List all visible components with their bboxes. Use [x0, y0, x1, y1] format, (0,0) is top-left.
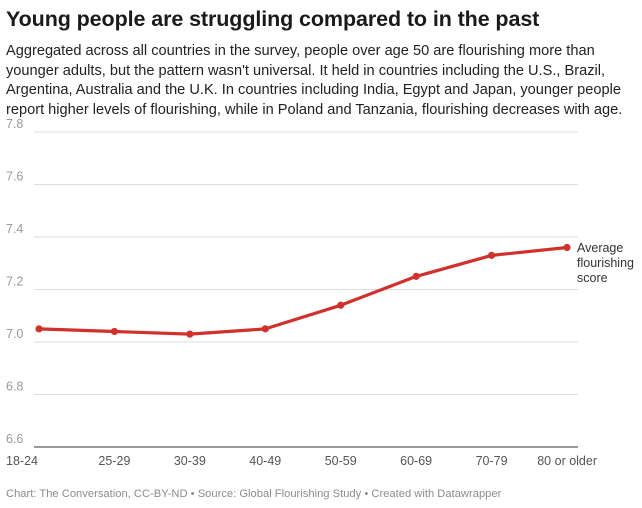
x-tick-label: 80 or older [537, 454, 597, 468]
data-points [35, 243, 571, 338]
data-point [487, 251, 496, 259]
y-tick-label: 7.8 [6, 117, 23, 131]
y-tick-label: 7.2 [6, 275, 23, 289]
data-point [261, 325, 269, 333]
y-tick-label: 6.6 [6, 432, 23, 446]
data-point [412, 272, 420, 280]
y-tick-label: 6.8 [6, 380, 23, 394]
x-tick-label: 70-79 [476, 454, 508, 468]
chart-subtitle: Aggregated across all countries in the s… [6, 43, 623, 118]
y-tick-label: 7.0 [6, 327, 23, 341]
series-line [37, 245, 569, 336]
y-tick-label: 7.6 [6, 170, 23, 184]
data-point [35, 325, 43, 333]
y-axis-ticks: 7.8 7.6 7.4 7.2 7.0 6.8 6.6 [6, 117, 23, 446]
x-tick-label: 60-69 [400, 454, 432, 468]
y-tick-label: 7.4 [6, 222, 23, 236]
x-tick-label: 50-59 [325, 454, 357, 468]
data-point [186, 330, 194, 338]
x-tick-label: 25-29 [98, 454, 130, 468]
series-label: Average flourishing score [577, 241, 634, 285]
x-axis-ticks: 18-24 25-29 30-39 40-49 50-59 60-69 70-79 80 or… [6, 454, 597, 468]
data-point [110, 327, 119, 336]
chart-title: Young people are struggling compared to … [6, 7, 540, 31]
chart-footer: Chart: The Conversation, CC-BY-ND • Sour… [6, 488, 502, 500]
data-point [563, 243, 571, 252]
x-tick-label: 18-24 [6, 454, 38, 468]
x-tick-label: 30-39 [174, 454, 206, 468]
data-point [337, 301, 345, 309]
x-tick-label: 40-49 [249, 454, 281, 468]
gridlines [34, 131, 578, 395]
